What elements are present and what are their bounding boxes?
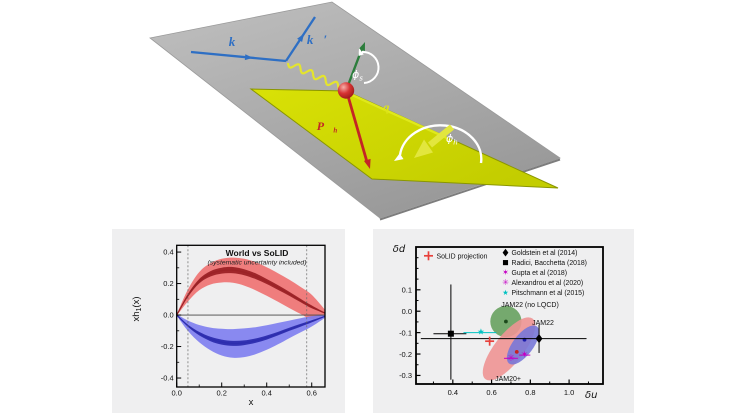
left-plot-title: World vs SoLID xyxy=(226,248,289,258)
jam22-label: JAM22 xyxy=(532,320,554,327)
x-tick-label: 0.4 xyxy=(448,388,458,397)
phi-s-arc xyxy=(361,50,380,84)
marker-radici xyxy=(447,330,454,337)
u-quark-inner-band xyxy=(176,266,325,316)
x-tick-label: 0.6 xyxy=(486,388,496,397)
legend-entry-label: Radici, Bacchetta (2018) xyxy=(512,260,587,267)
left-plot-subtitle: (systematic uncertainty included) xyxy=(208,260,307,267)
legend-entry-label: Gupta et al (2018) xyxy=(512,270,568,277)
legend-entry-label: Alexandrou et al (2020) xyxy=(512,280,584,287)
phi-s-arc-arrowhead xyxy=(358,48,364,56)
tensor-charge-plot: ✶✳★0.4 0.6 0.8 1.00.10.0-0.1-0.2-0.3Goldste… xyxy=(373,229,634,413)
left-plot-text: World vs SoLID (systematic uncertainty i… xyxy=(131,248,306,408)
legend-marker-4: ★ xyxy=(502,288,508,297)
legend-entry-label: Pitschmann et al (2015) xyxy=(512,290,585,297)
u-quark-central-curve xyxy=(176,269,326,316)
vector-k-label: k⃗ xyxy=(229,34,246,49)
vector-q xyxy=(349,92,448,140)
y-tick-label: -0.1 xyxy=(399,328,412,337)
jam20-label: JAM20+ xyxy=(495,376,521,383)
phi-h-arc xyxy=(398,124,483,164)
sidis-kinematics-diagram xyxy=(149,1,561,221)
d-quark-central-curve xyxy=(176,314,326,345)
legend-marker-0 xyxy=(502,248,509,257)
photon-wavy-line xyxy=(286,62,341,92)
region-center-dot xyxy=(514,349,519,354)
spin-vector-arrowhead xyxy=(358,42,365,52)
y-tick-label: 0.0 xyxy=(402,307,412,316)
x-tick-label: 1.0 xyxy=(564,388,574,397)
y-tick-label: 0.2 xyxy=(163,279,173,288)
y-tick-label: -0.3 xyxy=(399,371,412,380)
y-tick-label: -0.4 xyxy=(161,374,174,383)
legend-marker-1 xyxy=(502,260,509,266)
phi-h-label: ϕh xyxy=(446,132,458,147)
vector-kprime-label: k⃗′ xyxy=(307,32,328,47)
y-tick-label: 0.0 xyxy=(163,311,173,320)
x-tick-label: 0.2 xyxy=(216,389,226,398)
d-quark-outer-band xyxy=(176,314,325,358)
right-plot-ylabel: δd xyxy=(393,244,406,255)
jam22-nolqcd-label: JAM22 (no LQCD) xyxy=(501,302,559,309)
nucleon-sphere xyxy=(337,82,355,99)
jam22-region xyxy=(506,325,540,365)
marker-pitschmann: ★ xyxy=(477,328,485,338)
diagram-labels: k⃗ k⃗′ q⃗ P⃗h ϕs ϕh xyxy=(229,32,458,147)
x-tick-label: 0.4 xyxy=(261,389,271,398)
marker-gupta: ✶ xyxy=(521,350,529,361)
marker-alexandrou: ✳ xyxy=(507,353,515,364)
x-tick-label: 0.6 xyxy=(307,389,317,398)
y-tick-label: -0.2 xyxy=(399,350,412,359)
legend-entry-label: Goldstein et al (2014) xyxy=(512,250,578,257)
y-tick-label: 0.4 xyxy=(163,248,173,257)
y-tick-label: -0.2 xyxy=(161,342,174,351)
lepton-plane-edge xyxy=(379,158,561,221)
phi-s-label: ϕs xyxy=(352,68,363,83)
hadron-direction-arrowhead xyxy=(414,139,433,158)
hadron-direction-arrow-shaft xyxy=(427,124,455,148)
y-tick-label: 0.1 xyxy=(402,286,412,295)
vector-ph-arrowhead xyxy=(363,158,371,169)
legend-marker-3: ✳ xyxy=(502,278,509,287)
solid-projection-label: SoLID projection xyxy=(437,254,488,261)
hadron-plane xyxy=(249,88,559,189)
left-plot-frame xyxy=(176,244,326,388)
vector-ph-label: P⃗h xyxy=(317,119,338,135)
legend-marker-2: ✶ xyxy=(502,268,509,277)
transversity-band-plot: 0.0 0.2 0.4 0.6 0.4 0.2 0.0 -0.2 -0.4 xyxy=(112,229,345,413)
x-tick-label: 0.8 xyxy=(525,388,535,397)
left-plot-ylabel: xh1(x) xyxy=(131,296,143,321)
d-quark-inner-band xyxy=(176,314,325,346)
right-plot-text: δd δu JAM22 (no LQCD) JAM22 JAM20+ SoLID… xyxy=(393,244,598,401)
vector-kprime-arrowhead xyxy=(297,33,304,42)
region-center-dot xyxy=(504,319,508,324)
x-tick-label: 0.0 xyxy=(171,389,181,398)
left-plot-xlabel: x xyxy=(249,397,254,408)
right-plot-xlabel: δu xyxy=(585,390,597,401)
vector-ph xyxy=(346,95,369,163)
vector-q-label: q⃗ xyxy=(383,100,398,114)
right-plot-frame xyxy=(415,246,604,385)
phi-h-arc-arrowhead xyxy=(394,153,404,161)
vector-k-arrowhead xyxy=(244,54,253,61)
vector-k xyxy=(190,50,287,63)
marker-goldstein xyxy=(535,334,543,344)
